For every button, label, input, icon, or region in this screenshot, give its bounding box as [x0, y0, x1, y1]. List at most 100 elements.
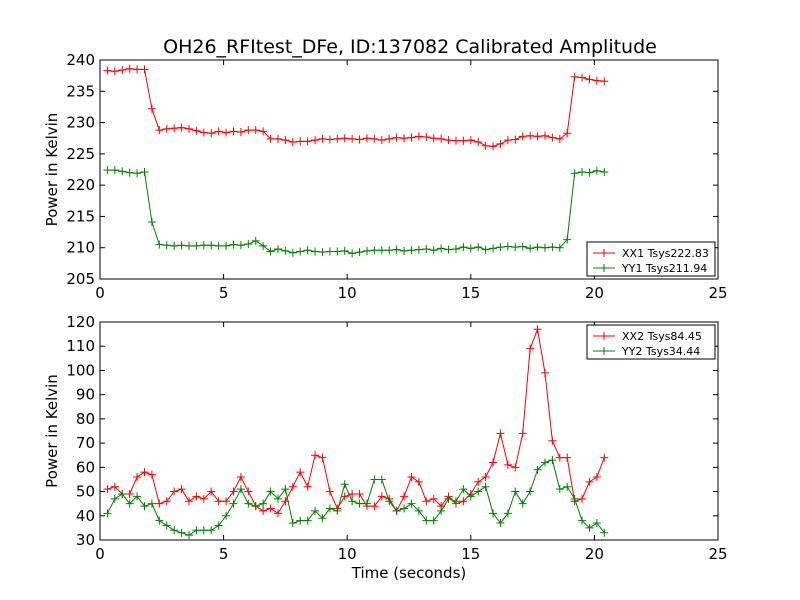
data-point: [214, 127, 223, 136]
x-tick-label: 25: [708, 545, 727, 563]
data-point: [222, 497, 231, 506]
data-point: [429, 494, 438, 503]
data-point: [578, 494, 587, 503]
legend: XX1 Tsys222.83 YY1 Tsys211.94: [586, 241, 716, 277]
data-point: [311, 136, 320, 145]
data-point: [489, 142, 498, 151]
data-point: [125, 64, 134, 73]
data-point: [503, 509, 512, 518]
data-point: [266, 504, 275, 513]
data-point: [555, 134, 564, 143]
data-point: [259, 506, 268, 515]
y-tick-label: 120: [66, 313, 95, 331]
data-point: [199, 494, 208, 503]
y-axis-label: Power in Kelvin: [43, 374, 61, 488]
data-point: [103, 485, 112, 494]
data-point: [540, 458, 549, 467]
data-point: [437, 506, 446, 515]
y-tick-label: 60: [76, 458, 95, 476]
data-point: [392, 506, 401, 515]
data-point: [155, 516, 164, 525]
data-point: [585, 477, 594, 486]
data-point: [214, 521, 223, 530]
data-point: [177, 485, 186, 494]
data-point: [147, 218, 156, 227]
data-point: [540, 131, 549, 140]
data-point: [340, 246, 349, 255]
data-point: [110, 482, 119, 491]
data-point: [170, 526, 179, 535]
y-tick-label: 240: [66, 51, 95, 69]
data-point: [437, 134, 446, 143]
legend-box: [586, 324, 716, 360]
data-point: [133, 65, 142, 74]
data-point: [110, 494, 119, 503]
data-point: [125, 499, 134, 508]
data-point: [578, 73, 587, 82]
data-point: [592, 166, 601, 175]
data-point: [496, 519, 505, 528]
data-point: [177, 528, 186, 537]
data-point: [422, 516, 431, 525]
data-point: [273, 134, 282, 143]
data-point: [444, 245, 453, 254]
data-point: [296, 516, 305, 525]
data-point: [177, 241, 186, 250]
data-point: [355, 248, 364, 257]
x-tick-label: 0: [95, 284, 105, 302]
data-point: [385, 497, 394, 506]
series-1: [103, 325, 609, 518]
legend-label: YY1 Tsys211.94: [621, 262, 707, 275]
data-point: [162, 241, 171, 250]
data-point: [585, 75, 594, 84]
data-point: [311, 506, 320, 515]
data-point: [459, 136, 468, 145]
data-point: [578, 168, 587, 177]
legend-label: YY2 Tsys34.44: [621, 345, 700, 358]
data-point: [103, 166, 112, 175]
data-point: [400, 246, 409, 255]
data-point: [362, 499, 371, 508]
data-point: [236, 473, 245, 482]
data-point: [548, 243, 557, 252]
data-point: [429, 246, 438, 255]
data-point: [192, 126, 201, 135]
y-tick-label: 90: [76, 386, 95, 404]
x-tick-label: 0: [95, 545, 105, 563]
data-point: [533, 243, 542, 252]
data-point: [400, 504, 409, 513]
data-point: [333, 247, 342, 256]
data-point: [251, 502, 260, 511]
data-point: [600, 168, 609, 177]
data-point: [259, 127, 268, 136]
data-point: [489, 458, 498, 467]
data-point: [207, 526, 216, 535]
data-point: [281, 136, 290, 145]
data-point: [511, 463, 520, 472]
data-point: [481, 245, 490, 254]
data-point: [273, 244, 282, 253]
data-point: [570, 169, 579, 178]
data-point: [103, 509, 112, 518]
data-point: [259, 241, 268, 250]
x-tick-label: 20: [585, 284, 604, 302]
data-point: [348, 497, 357, 506]
data-point: [400, 134, 409, 143]
data-point: [526, 487, 535, 496]
data-point: [199, 128, 208, 137]
data-point: [236, 485, 245, 494]
y-tick-label: 80: [76, 410, 95, 428]
data-point: [377, 246, 386, 255]
data-point: [370, 134, 379, 143]
data-point: [244, 487, 253, 496]
data-point: [147, 104, 156, 113]
data-point: [414, 245, 423, 254]
data-point: [325, 247, 334, 256]
data-point: [325, 504, 334, 513]
data-point: [355, 489, 364, 498]
x-tick-label: 15: [461, 284, 480, 302]
y-tick-label: 210: [66, 239, 95, 257]
data-point: [355, 499, 364, 508]
data-point: [140, 502, 149, 511]
data-point: [526, 344, 535, 353]
